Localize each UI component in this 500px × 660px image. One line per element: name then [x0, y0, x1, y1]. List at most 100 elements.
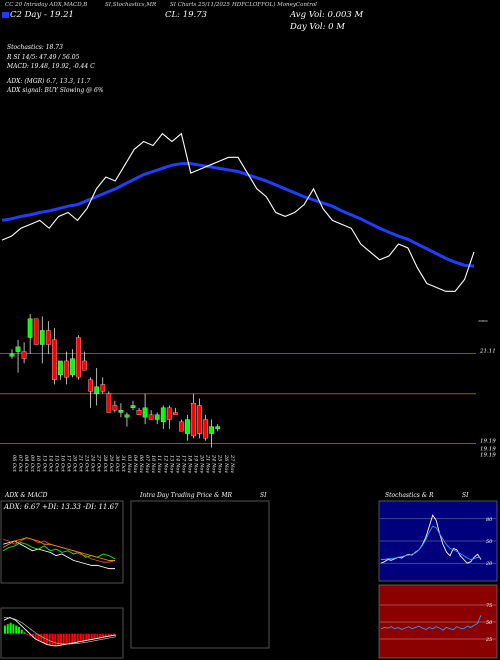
- header-part-2: SI,Stochastics,MR: [105, 2, 157, 8]
- stoch-series-d: [381, 525, 482, 560]
- macd-bar: [65, 633, 68, 645]
- rsi-tick-label: 75: [486, 603, 492, 609]
- macd-bar: [18, 626, 20, 634]
- candle: [15, 339, 21, 373]
- macd-line: [3, 616, 117, 647]
- candle: [136, 407, 142, 415]
- candle: [118, 403, 124, 418]
- candle: [142, 393, 148, 425]
- rsi-box: [378, 584, 498, 659]
- date-tick-label: 24 Oct: [90, 454, 96, 473]
- adx-macd-panel: ADX: 6.67 +DI: 13.33 -DI: 11.67: [0, 500, 124, 659]
- date-tick-label: 03 Nov: [126, 455, 132, 473]
- date-tick-label: 13 Oct: [41, 455, 47, 473]
- adx-stat: ADX: (MGR) 6.7, 13.3, 11.7: [7, 78, 91, 85]
- candle: [70, 349, 75, 378]
- rsi-series-rsi: [380, 615, 482, 631]
- macd-bar: [90, 633, 93, 640]
- candle: [45, 321, 51, 354]
- candle: [215, 424, 221, 432]
- candle: [124, 412, 130, 427]
- date-tick-label: 21 Nov: [205, 454, 211, 473]
- avg-volume: Avg Vol: 0.003 M: [290, 10, 364, 20]
- macd-bar: [54, 633, 57, 646]
- candle: [64, 351, 69, 385]
- stoch-rsi-panel: 80 50 20 75 50 25: [378, 500, 498, 659]
- candle: [197, 398, 202, 439]
- candle: [94, 367, 100, 406]
- date-tick-label: 27 Oct: [96, 454, 102, 473]
- date-tick-label: 09 Oct: [29, 455, 35, 473]
- close-value: CL: 19.73: [165, 10, 208, 20]
- adx-series-adx: [2, 540, 115, 570]
- day-volume: Day Vol: 0 M: [290, 22, 345, 32]
- macd-bar: [93, 633, 96, 640]
- top-right-marker: ꟷꟷ: [478, 319, 487, 325]
- candle: [27, 314, 33, 354]
- candle: [130, 400, 136, 411]
- macd-bar: [15, 625, 18, 634]
- macd-bar: [60, 633, 62, 646]
- rsi-tick-label: 25: [485, 637, 492, 643]
- date-tick-label: 17 Oct: [65, 455, 71, 473]
- candle: [154, 412, 160, 425]
- candle: [179, 419, 184, 432]
- date-tick-label: 07 Nov: [144, 455, 150, 473]
- macd-bar: [9, 622, 12, 634]
- candle: [112, 400, 118, 413]
- date-tick-label: 29 Oct: [108, 454, 114, 473]
- date-tick-label: 25 Nov: [217, 454, 223, 473]
- stoch-tick-label: 20: [485, 561, 493, 567]
- date-tick-label: 18 Nov: [186, 455, 192, 473]
- macd-bar: [79, 633, 82, 642]
- date-tick-label: 19 Nov: [193, 455, 199, 473]
- date-tick-label: 10 Nov: [150, 455, 156, 473]
- date-tick-label: 20 Oct: [72, 454, 78, 473]
- adx-series-adxr: [2, 537, 115, 561]
- macd-bar: [12, 624, 15, 634]
- macd-bar: [82, 633, 85, 642]
- macd-bar: [96, 633, 99, 639]
- macd-bar: [110, 633, 113, 636]
- ema-line: [1, 162, 475, 268]
- intraday-panel: [130, 500, 270, 649]
- candle: [9, 349, 15, 359]
- si-panel-title: SI: [260, 492, 267, 499]
- date-tick-label: 16 Oct: [59, 455, 65, 473]
- macd-bar: [57, 633, 60, 646]
- macd-bar: [48, 633, 51, 645]
- date-tick-label: 06 Nov: [138, 455, 144, 473]
- macd-bar: [71, 633, 74, 644]
- candle: [203, 414, 208, 441]
- macd-bar: [68, 633, 71, 645]
- date-tick-label: 28 Oct: [102, 454, 108, 473]
- macd-bar: [29, 633, 32, 637]
- header-part-4: HDFCLOFFOL) MoneyControl: [232, 2, 317, 8]
- date-tick-label: 14 Oct: [47, 455, 53, 473]
- macd-bar: [107, 633, 110, 637]
- date-tick-label: 21 Oct: [78, 454, 84, 473]
- candle: [58, 360, 63, 380]
- macd-bar: [4, 625, 6, 634]
- side-label: 19.19: [480, 446, 496, 452]
- level-label: 21.11: [479, 348, 496, 354]
- stoch-tick-label: 80: [486, 517, 493, 523]
- candle: [160, 405, 166, 429]
- adx-panel-title: ADX & MACD: [5, 492, 48, 499]
- candle: [52, 328, 57, 385]
- candle: [209, 419, 214, 448]
- price-line: [1, 132, 475, 292]
- candle: [88, 377, 93, 408]
- date-tick-label: 13 Nov: [168, 455, 174, 473]
- date-tick-label: 15 Oct: [53, 455, 59, 473]
- macd-bar: [46, 633, 48, 645]
- candle: [100, 377, 106, 394]
- header-line-1: CC 20 Intraday ADX,MACD,B SI,Stochastics…: [5, 2, 345, 10]
- stoch-tick-label: 50: [486, 539, 493, 545]
- date-tick-label: 24 Nov: [211, 454, 217, 473]
- date-tick-label: 26 Nov: [223, 454, 229, 473]
- rsi-tick-label: 50: [486, 620, 493, 626]
- adx-box: [0, 500, 124, 584]
- series-swatch: [2, 12, 9, 18]
